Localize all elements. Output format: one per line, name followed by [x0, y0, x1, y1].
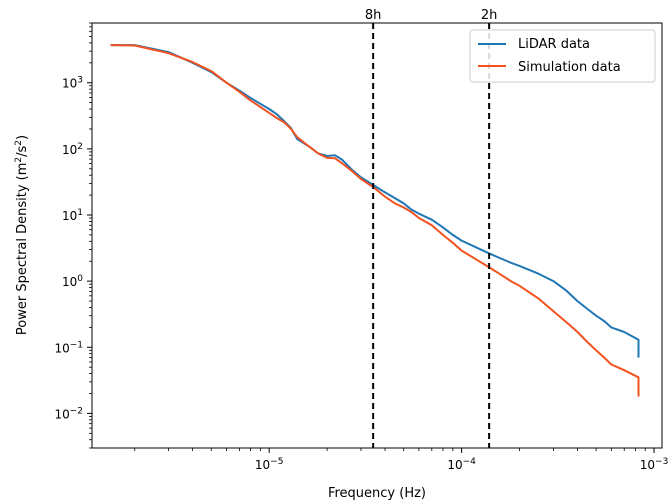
y-axis-ticks: 103 102 101 100 10−1 10−2 — [54, 22, 92, 449]
vline-layer: 8h 2h — [365, 8, 497, 448]
x-tick-label: 10−4 — [447, 457, 476, 472]
legend-label-lidar: LiDAR data — [518, 37, 590, 52]
y-tick-label: 10−1 — [54, 340, 83, 355]
vline-label-8h: 8h — [365, 8, 382, 23]
x-tick-label: 10−5 — [255, 457, 284, 472]
plot-area — [92, 23, 662, 448]
y-tick-label: 10−2 — [54, 406, 83, 421]
x-tick-label: 10−3 — [640, 457, 668, 472]
y-tick-label: 102 — [62, 142, 83, 157]
y-axis-label: Power Spectral Density (m2/s2) — [14, 135, 30, 335]
series-line-1 — [110, 44, 640, 397]
plot-frame — [91, 22, 663, 449]
legend-label-simulation: Simulation data — [518, 60, 621, 75]
legend: LiDAR data Simulation data — [469, 29, 656, 83]
x-axis-ticks: 10−5 10−4 10−3 — [134, 448, 668, 472]
y-tick-label: 101 — [62, 208, 83, 223]
series-layer — [110, 44, 640, 397]
vline-label-2h: 2h — [481, 8, 498, 23]
x-axis-label: Frequency (Hz) — [328, 486, 426, 501]
y-tick-label: 103 — [62, 76, 83, 91]
y-tick-label: 100 — [62, 274, 83, 289]
legend-box — [469, 29, 656, 83]
series-line-0 — [110, 44, 640, 358]
